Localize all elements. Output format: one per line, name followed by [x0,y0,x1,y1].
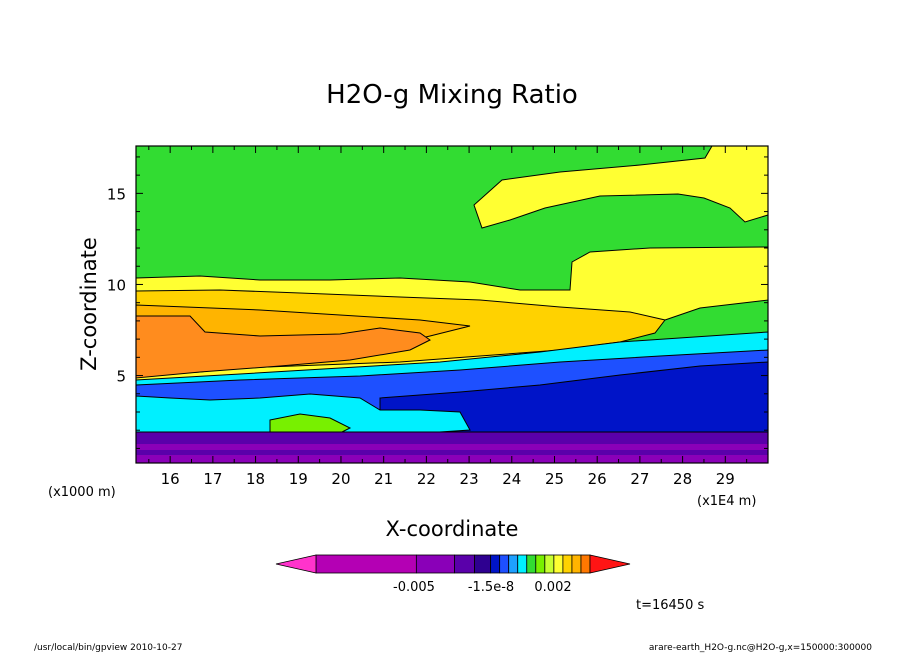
plot-frame [135,145,769,464]
colorbar-swatch [580,554,591,574]
colorbar-swatch [490,554,501,574]
time-label: t=16450 s [636,598,704,613]
colorbar-swatch [526,554,537,574]
y-tick-label: 10 [107,276,126,294]
y-axis-label: Z-coordinate [77,237,101,371]
x-axis: 16 17 18 19 20 21 22 23 24 25 26 27 28 29 [148,146,748,488]
x-tick-label: 29 [716,470,735,488]
x-unit-right: (x1E4 m) [697,494,756,509]
colorbar-swatch [415,554,455,574]
colorbar-swatch [454,554,475,574]
colorbar-swatch [535,554,546,574]
x-tick-label: 20 [331,470,350,488]
x-tick-label: 18 [246,470,265,488]
colorbar-arrow-right [589,554,631,574]
y-tick-label: 5 [116,368,126,386]
colorbar-tick-label: 0.002 [534,580,571,595]
colorbar-arrow-left [275,554,317,574]
x-tick-label: 27 [630,470,649,488]
x-tick-label: 19 [289,470,308,488]
x-tick-label: 16 [161,470,180,488]
colorbar-swatch [544,554,555,574]
region-yellow-top-right [473,145,769,229]
x-tick-label: 22 [417,470,436,488]
colorbar-tick-label: -1.5e-8 [468,580,514,595]
footer-left: /usr/local/bin/gpview 2010-10-27 [34,643,182,653]
x-tick-label: 24 [502,470,521,488]
colorbar-tick-label: -0.005 [393,580,435,595]
colorbar-swatch [553,554,564,574]
x-tick-label: 28 [673,470,692,488]
region-magenta-base [136,444,768,450]
x-tick-label: 21 [374,470,393,488]
colorbar-swatch [571,554,582,574]
x-axis-label: X-coordinate [386,517,519,541]
colorbar-ticks: -0.005 -1.5e-8 0.002 [393,580,572,595]
colorbar-swatch [474,554,492,574]
x-tick-label: 23 [460,470,479,488]
chart-title: H2O-g Mixing Ratio [326,80,578,110]
x-tick-label: 26 [588,470,607,488]
colorbar-swatch [499,554,510,574]
colorbar-swatch [517,554,528,574]
colorbar-swatch [562,554,573,574]
y-axis: 5 10 15 [107,156,768,449]
colorbar-swatch [508,554,519,574]
x-tick-label: 25 [545,470,564,488]
y-tick-label: 15 [107,185,126,203]
colorbar [275,554,631,574]
x-unit-left: (x1000 m) [48,485,116,500]
region-magenta-base-lower [136,455,768,463]
plot-area [135,145,769,464]
footer-right: arare-earth_H2O-g.nc@H2O-g,x=150000:3000… [649,643,872,653]
colorbar-swatch [315,554,417,574]
region-orange-layer [135,315,431,379]
x-tick-label: 17 [203,470,222,488]
